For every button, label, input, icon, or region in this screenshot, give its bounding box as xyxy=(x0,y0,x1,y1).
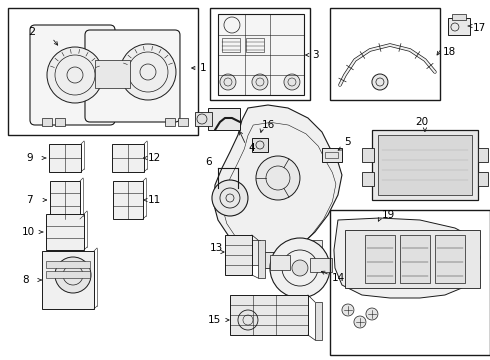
Circle shape xyxy=(342,304,354,316)
Bar xyxy=(270,255,290,270)
Bar xyxy=(222,38,240,52)
Text: 12: 12 xyxy=(148,153,161,163)
Bar xyxy=(478,148,488,162)
Text: 20: 20 xyxy=(415,117,428,127)
Text: 3: 3 xyxy=(312,50,318,60)
Circle shape xyxy=(120,44,176,100)
Bar xyxy=(42,118,52,126)
Bar xyxy=(378,135,472,195)
Bar xyxy=(246,38,264,52)
FancyBboxPatch shape xyxy=(30,25,115,125)
Bar xyxy=(362,148,374,162)
Bar xyxy=(400,235,430,283)
Bar xyxy=(235,240,260,265)
FancyBboxPatch shape xyxy=(85,30,180,122)
Text: 1: 1 xyxy=(200,63,207,73)
Bar xyxy=(112,144,144,172)
Text: 14: 14 xyxy=(332,273,345,283)
Bar xyxy=(46,261,90,268)
Bar xyxy=(50,181,80,219)
Circle shape xyxy=(212,180,248,216)
Bar xyxy=(113,181,143,219)
Bar xyxy=(448,18,470,35)
Text: 9: 9 xyxy=(26,153,33,163)
Text: 17: 17 xyxy=(473,23,486,33)
Text: 15: 15 xyxy=(208,315,221,325)
Polygon shape xyxy=(334,218,480,298)
Bar xyxy=(49,144,81,172)
Bar xyxy=(46,271,90,278)
Text: 2: 2 xyxy=(28,27,35,37)
Text: 7: 7 xyxy=(26,195,33,205)
Text: 18: 18 xyxy=(443,47,456,57)
Text: 4: 4 xyxy=(248,143,255,153)
Bar xyxy=(195,112,212,126)
Bar xyxy=(365,235,395,283)
Circle shape xyxy=(372,74,388,90)
Circle shape xyxy=(270,238,330,298)
Circle shape xyxy=(252,74,268,90)
Polygon shape xyxy=(214,105,342,255)
Bar xyxy=(452,14,466,20)
Bar xyxy=(55,118,65,126)
Bar xyxy=(8,8,198,135)
Bar xyxy=(225,235,252,275)
Bar xyxy=(330,210,490,355)
Bar xyxy=(252,138,268,152)
Circle shape xyxy=(366,308,378,320)
Circle shape xyxy=(220,74,236,90)
Text: 6: 6 xyxy=(205,157,212,167)
Bar xyxy=(435,235,465,283)
Bar xyxy=(208,108,240,130)
Bar xyxy=(330,8,440,100)
Circle shape xyxy=(284,74,300,90)
Bar xyxy=(325,152,338,158)
Bar xyxy=(362,172,374,186)
Bar xyxy=(298,240,322,262)
Text: 8: 8 xyxy=(22,275,28,285)
Circle shape xyxy=(354,316,366,328)
Circle shape xyxy=(238,310,258,330)
Bar xyxy=(372,130,478,200)
Bar xyxy=(218,14,304,95)
Bar xyxy=(345,230,480,288)
Bar xyxy=(315,302,322,340)
Bar xyxy=(478,172,488,186)
Text: 5: 5 xyxy=(344,137,350,147)
Circle shape xyxy=(256,156,300,200)
Text: 19: 19 xyxy=(382,210,395,220)
Bar xyxy=(258,240,265,278)
Bar xyxy=(95,60,130,88)
Text: 16: 16 xyxy=(262,120,275,130)
Bar xyxy=(165,118,175,126)
Bar xyxy=(42,251,94,309)
Bar xyxy=(46,214,84,250)
Text: 10: 10 xyxy=(22,227,35,237)
Circle shape xyxy=(55,257,91,293)
Text: 13: 13 xyxy=(210,243,223,253)
Bar xyxy=(260,252,298,268)
Bar xyxy=(310,258,332,272)
Circle shape xyxy=(292,260,308,276)
Bar xyxy=(210,8,310,100)
Bar xyxy=(230,295,308,335)
Circle shape xyxy=(47,47,103,103)
Text: 11: 11 xyxy=(148,195,161,205)
Bar xyxy=(178,118,188,126)
Bar xyxy=(322,148,342,162)
